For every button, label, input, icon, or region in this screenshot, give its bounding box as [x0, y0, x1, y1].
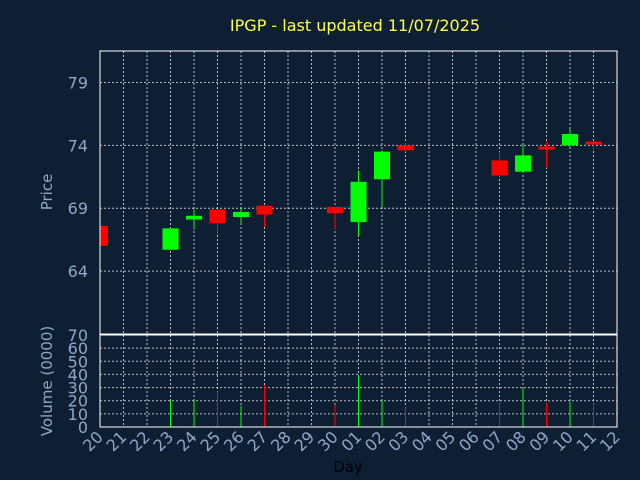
- volume-tick-label: 20: [68, 392, 88, 411]
- candle-body: [209, 209, 226, 224]
- volume-tick-label: 50: [68, 352, 88, 371]
- price-panel-frame: [99, 50, 618, 335]
- volume-bars: [170, 375, 594, 427]
- candle-body: [327, 206, 343, 214]
- candle-body: [256, 205, 273, 215]
- price-tick-label: 74: [68, 136, 88, 155]
- candle-body: [397, 145, 414, 151]
- candle-body: [538, 146, 555, 150]
- volume-tick-label: 60: [68, 339, 88, 358]
- volume-tick-label: 30: [68, 379, 88, 398]
- volume-axis-label: Volume (0000): [38, 326, 56, 436]
- candle-body: [374, 151, 390, 180]
- chart-title: IPGP - last updated 11/07/2025: [230, 16, 480, 35]
- candle-body: [100, 225, 108, 246]
- price-tick-label: 64: [68, 262, 88, 281]
- candle-body: [562, 134, 578, 146]
- x-tick-label: 12: [596, 427, 624, 455]
- volume-top-label: 70: [68, 326, 88, 345]
- candle-body: [162, 228, 179, 250]
- candle-body: [233, 211, 249, 218]
- price-tick-label: 79: [68, 73, 88, 92]
- price-candles: [99, 128, 602, 250]
- volume-tick-label: 0: [78, 418, 88, 437]
- volume-panel-frame: [99, 334, 618, 428]
- candle-body: [515, 155, 531, 172]
- volume-tick-label: 10: [68, 405, 88, 424]
- x-axis-label: Day: [333, 458, 363, 476]
- candle-body: [491, 160, 508, 176]
- price-tick-label: 69: [68, 199, 88, 218]
- candle-body: [585, 141, 602, 145]
- volume-tick-label: 40: [68, 365, 88, 384]
- price-axis-label: Price: [38, 174, 56, 211]
- candle-body: [186, 215, 202, 220]
- candle-body: [350, 181, 367, 223]
